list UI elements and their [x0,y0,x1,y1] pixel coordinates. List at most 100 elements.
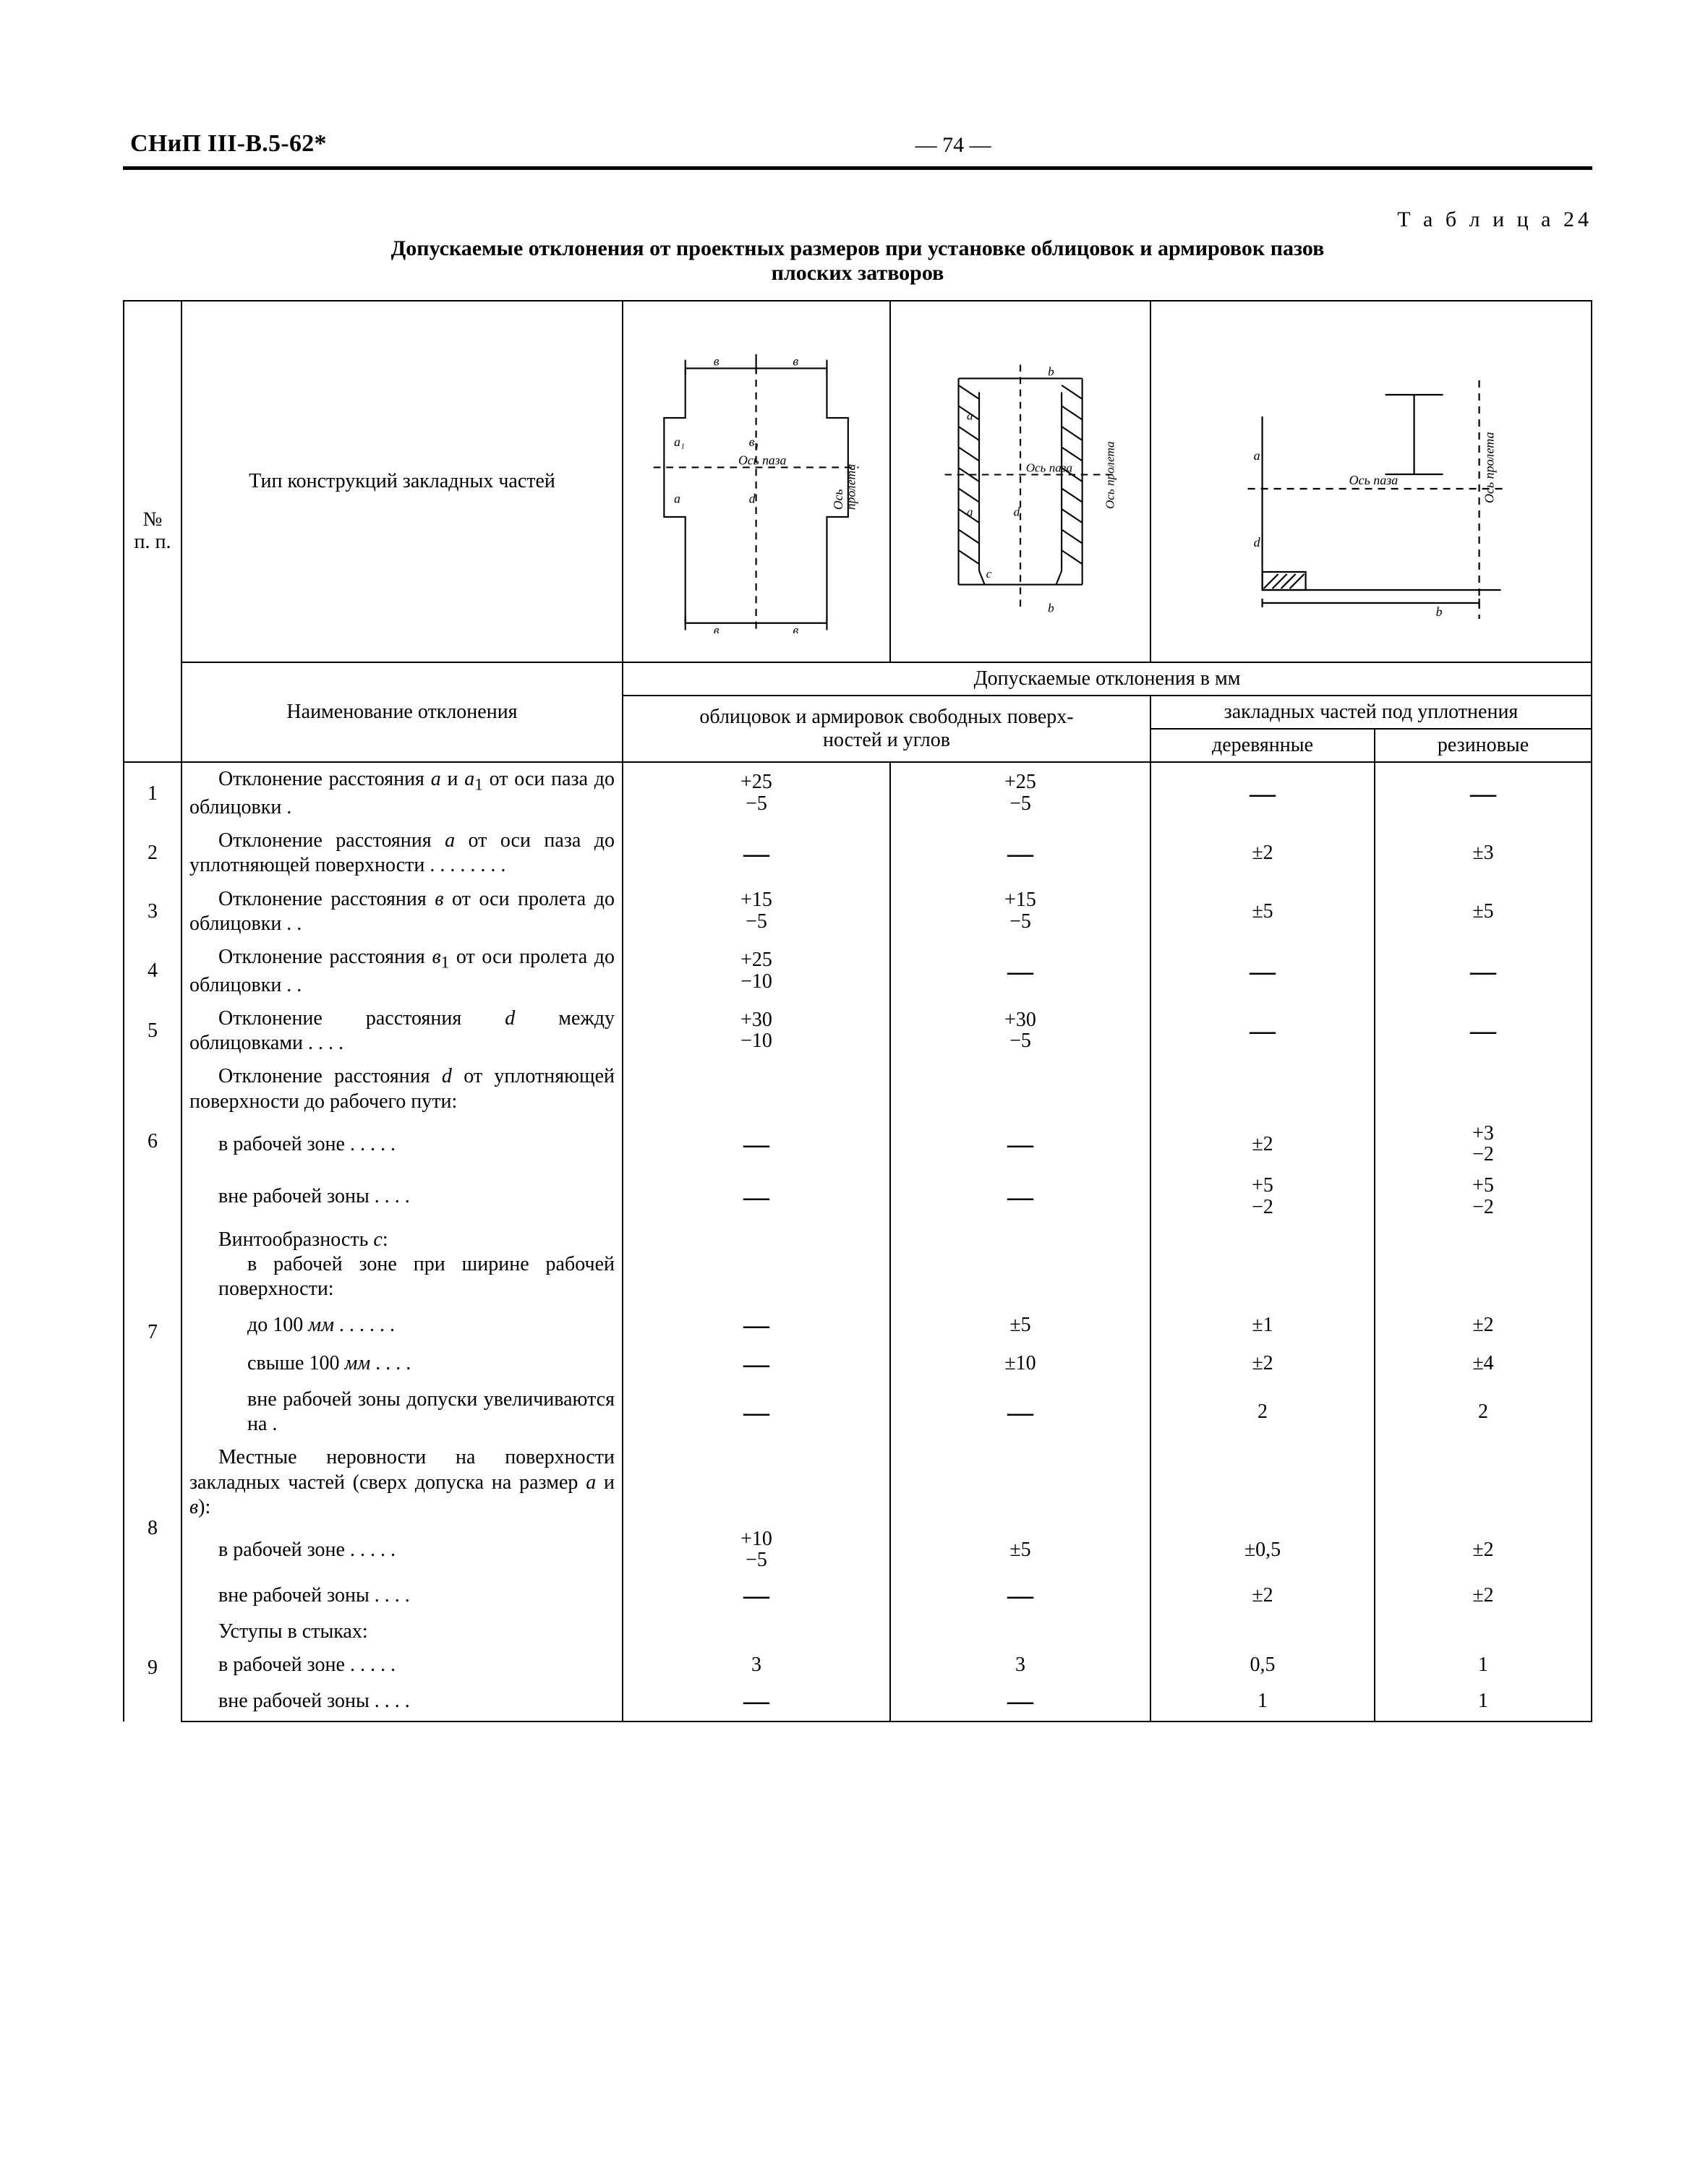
row-desc: Отклонение расстояния в1 от оси пролета … [182,941,623,1002]
val-c3: 2 [1150,1383,1375,1441]
val-c3: ±2 [1150,1345,1375,1383]
type-header: Тип конструкций закладных частей [182,301,623,662]
row-number: 4 [124,941,182,1002]
row-number: 6 [124,1060,182,1223]
svg-text:в: в [714,354,720,368]
row-desc: Отклонение расстояния a и a1 от оси паза… [182,762,623,824]
svg-text:Ось паза: Ось паза [1349,473,1399,487]
val-c3: ±2 [1150,824,1375,882]
table-row: 3Отклонение расстояния в от оси пролета … [124,883,1592,941]
val-c3: ±2 [1150,1119,1375,1171]
val-c2: — [890,1119,1150,1171]
val-c4: ±4 [1375,1345,1592,1383]
svg-text:d: d [749,491,756,505]
svg-text:Ось паза: Ось паза [1026,461,1072,475]
table-body: 1 Отклонение расстояния a и a1 от оси паз… [124,762,1592,1722]
row-desc: вне рабочей зоны . . . . [182,1576,623,1614]
svg-text:b: b [1048,602,1054,615]
svg-text:d: d [1013,505,1020,519]
seal-wood-header: деревянные [1150,729,1375,762]
val-c2: — [890,1576,1150,1614]
val-c2: 3 [890,1648,1150,1682]
svg-text:d: d [1254,535,1261,549]
val-c4: ±5 [1375,883,1592,941]
row-desc: Уступы в стыках: [182,1615,623,1648]
val-c1: 3 [623,1648,890,1682]
val-c1: +30−10 [623,1002,890,1060]
svg-text:a: a [1254,448,1260,463]
row-desc: Отклонение расстояния в от оси пролета д… [182,883,623,941]
diagram-1: Ось паза пролета Ось в в в в a₁ a в₁ d [623,301,890,662]
table-row: свыше 100 мм . . . .—±10±2±4 [124,1345,1592,1383]
val-c4: +3−2 [1375,1119,1592,1171]
val-c2: ±10 [890,1345,1150,1383]
svg-text:в: в [793,354,799,368]
running-head: СНиП III-В.5-62* — 74 — . [123,130,1592,162]
svg-text:a: a [967,505,973,519]
svg-text:b: b [1048,365,1054,379]
diagram-2: Ось паза Ось пролета b a a d c b [890,301,1150,662]
row-desc: вне рабочей зоны допуски увеличиваются н… [182,1383,623,1441]
val-c4: — [1375,1002,1592,1060]
head-rule [123,166,1592,170]
val-c1: — [623,1682,890,1721]
table-row: в рабочей зоне . . . . .330,51 [124,1648,1592,1682]
val-c3: 0,5 [1150,1648,1375,1682]
row-desc: свыше 100 мм . . . . [182,1345,623,1383]
val-c4: ±2 [1375,1306,1592,1344]
val-c1: +15−5 [623,883,890,941]
val-c3: ±1 [1150,1306,1375,1344]
seal-rubber-header: резиновые [1375,729,1592,762]
row-desc: Отклонение расстояния a от оси паза до у… [182,824,623,882]
svg-text:Ось пролета: Ось пролета [1103,441,1116,509]
row-desc: в рабочей зоне . . . . . [182,1524,623,1577]
val-c2: ±5 [890,1524,1150,1577]
svg-text:Ось пролета: Ось пролета [1482,432,1497,504]
tolerances-table: № п. п. Тип конструкций закладных частей [123,300,1592,1722]
page-marker: — 74 — [915,133,991,158]
val-c1: +25−5 [623,762,890,824]
svg-text:b: b [1436,604,1443,619]
val-c3: — [1150,1002,1375,1060]
row-desc: Отклонение расстояния d между облицовкам… [182,1002,623,1060]
svg-text:c: c [986,567,991,581]
val-c1: — [623,1306,890,1344]
svg-text:a: a [967,409,973,422]
val-c1: — [623,1171,890,1223]
val-c2: +15−5 [890,883,1150,941]
row-desc: Отклонение расстояния d от уплотняющей п… [182,1060,623,1118]
table-label: Т а б л и ц а 24 [123,208,1592,232]
table-row: вне рабочей зоны . . . .——11 [124,1682,1592,1721]
val-c3: — [1150,762,1375,824]
val-c3: +5−2 [1150,1171,1375,1223]
table-row: 6Отклонение расстояния d от уплотняющей … [124,1060,1592,1118]
val-c4: ±3 [1375,824,1592,882]
val-c4: ±2 [1375,1524,1592,1577]
val-c2: ±5 [890,1306,1150,1344]
val-c2: — [890,1171,1150,1223]
name-header: Наименование отклонения [182,662,623,762]
svg-text:в: в [793,623,799,633]
row-desc: в рабочей зоне . . . . . [182,1648,623,1682]
caption-line1: Допускаемые отклонения от проектных разм… [123,236,1592,261]
table-row: 7Винтообразность c:в рабочей зоне при ши… [124,1223,1592,1306]
row-desc: в рабочей зоне . . . . . [182,1119,623,1171]
val-c3: ±2 [1150,1576,1375,1614]
table-row: 2Отклонение расстояния a от оси паза до … [124,824,1592,882]
row-desc: вне рабочей зоны . . . . [182,1682,623,1721]
table-row: 4Отклонение расстояния в1 от оси пролета… [124,941,1592,1002]
val-c3: 1 [1150,1682,1375,1721]
val-c3: ±5 [1150,883,1375,941]
row-number: 5 [124,1002,182,1060]
val-c1: — [623,1119,890,1171]
val-c1: — [623,1383,890,1441]
val-c1: +10−5 [623,1524,890,1577]
val-c4: 1 [1375,1682,1592,1721]
table-row: до 100 мм . . . . . .—±5±1±2 [124,1306,1592,1344]
table-row: вне рабочей зоны . . . .——±2±2 [124,1576,1592,1614]
val-c4: 2 [1375,1383,1592,1441]
val-c4: +5−2 [1375,1171,1592,1223]
val-c2: — [890,824,1150,882]
svg-text:Ось паза: Ось паза [739,453,787,468]
caption-line2: плоских затворов [123,261,1592,286]
